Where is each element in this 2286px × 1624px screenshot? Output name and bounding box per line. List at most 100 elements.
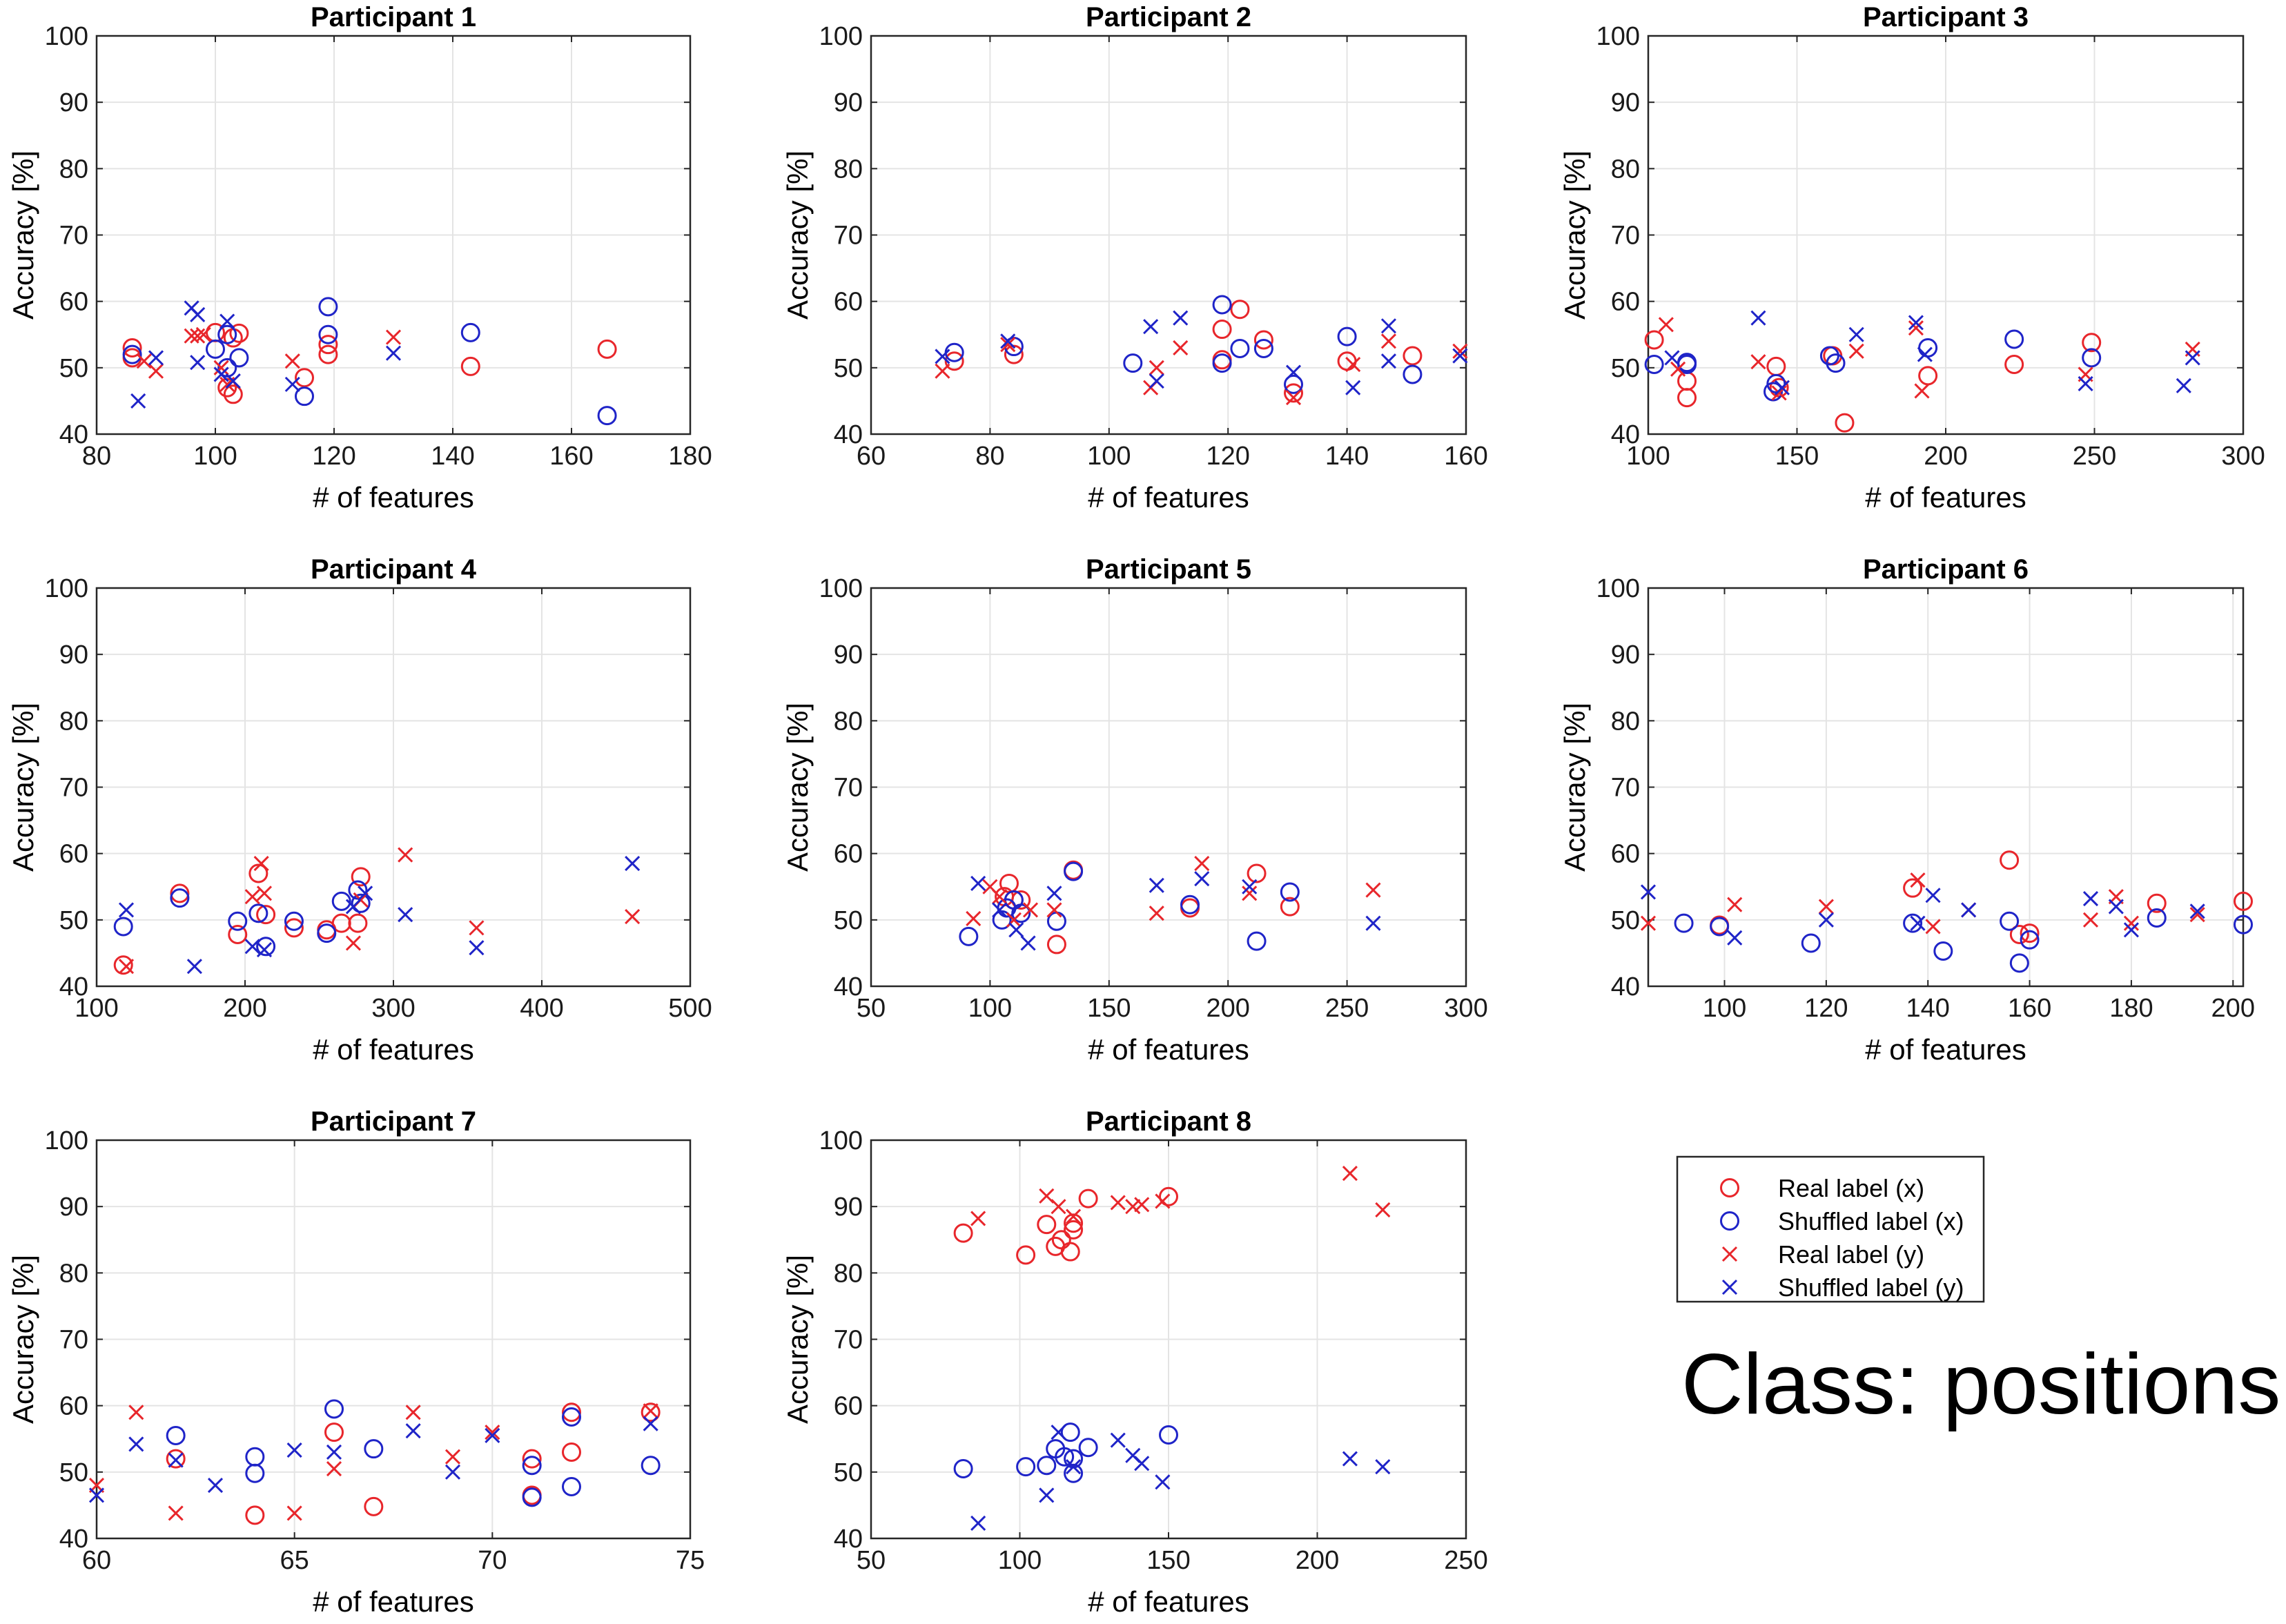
series-shuffled-label-y bbox=[970, 871, 1381, 951]
series-shuffled-label-y bbox=[970, 1425, 1391, 1531]
y-tick-label: 50 bbox=[1611, 354, 1640, 383]
data-point bbox=[1284, 374, 1304, 394]
x-tick-label: 140 bbox=[1325, 442, 1369, 471]
data-point bbox=[113, 955, 133, 975]
y-tick-label: 90 bbox=[59, 88, 88, 117]
data-point bbox=[1253, 330, 1273, 350]
chart-title: Participant 7 bbox=[311, 1106, 476, 1137]
data-point bbox=[1961, 902, 1977, 918]
y-tick-label: 100 bbox=[819, 22, 863, 51]
charts-area: 80 100 120 140 160 180405060708090100Particip… bbox=[7, 2, 2265, 1618]
y-tick-label: 60 bbox=[59, 288, 88, 317]
data-point bbox=[2082, 348, 2102, 368]
data-point bbox=[1060, 1422, 1080, 1442]
data-point bbox=[295, 368, 314, 388]
legend-marker bbox=[1720, 1211, 1739, 1231]
y-axis-label: Accuracy [%] bbox=[7, 703, 39, 872]
series-real-label-y bbox=[136, 326, 402, 392]
y-tick-label: 100 bbox=[45, 1126, 88, 1155]
chart-participant-6: 100 120 140 160 180 200 40 50 60 70 80 90 100 Partici… bbox=[1559, 554, 2255, 1066]
x-tick-label: 180 bbox=[2109, 994, 2153, 1023]
data-point bbox=[1337, 326, 1357, 346]
series-shuffled-label-x bbox=[122, 297, 617, 426]
data-point bbox=[522, 1449, 542, 1469]
y-tick-label: 80 bbox=[834, 155, 863, 184]
data-point bbox=[1011, 903, 1031, 923]
data-point bbox=[166, 1425, 186, 1445]
x-tick-label: 300 bbox=[2221, 442, 2265, 471]
data-point bbox=[1006, 912, 1022, 928]
data-point bbox=[2004, 355, 2024, 375]
data-point bbox=[1908, 315, 1924, 331]
data-point bbox=[1403, 364, 1423, 384]
data-point bbox=[1345, 356, 1361, 373]
data-point bbox=[284, 918, 304, 938]
data-point bbox=[469, 920, 485, 936]
y-tick-label: 100 bbox=[45, 574, 88, 603]
y-tick-label: 80 bbox=[834, 1259, 863, 1288]
y-tick-label: 50 bbox=[59, 906, 88, 935]
data-point bbox=[385, 345, 402, 361]
data-point bbox=[597, 339, 617, 359]
y-tick-label: 60 bbox=[59, 840, 88, 869]
y-tick-label: 80 bbox=[59, 1259, 88, 1288]
data-point bbox=[1000, 337, 1016, 353]
data-point bbox=[2123, 915, 2139, 931]
y-axis-label: Accuracy [%] bbox=[781, 150, 814, 320]
data-point bbox=[1149, 373, 1164, 389]
data-point bbox=[284, 353, 300, 369]
data-point bbox=[348, 913, 368, 933]
data-point bbox=[256, 905, 276, 925]
chart-title: Participant 5 bbox=[1086, 554, 1251, 585]
data-point bbox=[953, 1223, 973, 1243]
data-point bbox=[1123, 353, 1143, 373]
legend-marker bbox=[1721, 1279, 1738, 1295]
data-point bbox=[1039, 1487, 1055, 1503]
series-shuffled-label-x bbox=[944, 295, 1423, 394]
data-point bbox=[148, 363, 164, 379]
data-point bbox=[229, 323, 249, 343]
series-shuffled-label-y bbox=[1640, 884, 2205, 946]
y-tick-label: 60 bbox=[1611, 288, 1640, 317]
y-tick-label: 40 bbox=[1611, 972, 1640, 1001]
data-point bbox=[405, 1423, 421, 1439]
data-point bbox=[1230, 300, 1250, 320]
data-point bbox=[405, 1405, 421, 1420]
series-shuffled-label-y bbox=[88, 1416, 658, 1503]
data-point bbox=[562, 1407, 581, 1427]
chart-participant-3: 100 150 200 250 300 40 50 60 70 80 90 100 Participan… bbox=[1559, 2, 2265, 513]
series-shuffled-label-x bbox=[1674, 908, 2253, 973]
data-point bbox=[562, 1402, 581, 1422]
data-point bbox=[1674, 913, 1694, 933]
data-point bbox=[1710, 917, 1730, 937]
data-point bbox=[1055, 1447, 1075, 1467]
data-point bbox=[1365, 882, 1381, 898]
data-point bbox=[256, 886, 273, 901]
data-point bbox=[136, 353, 152, 369]
data-point bbox=[1452, 343, 1468, 359]
data-point bbox=[2009, 953, 2029, 973]
data-point bbox=[1046, 886, 1062, 901]
data-point bbox=[1016, 1245, 1036, 1265]
data-point bbox=[195, 326, 211, 342]
chart-participant-7: 60 65 70 75 40 50 60 70 80 90 100 Participant 7 # of… bbox=[7, 1106, 705, 1618]
y-axis-label: Accuracy [%] bbox=[7, 150, 39, 320]
data-point bbox=[1403, 346, 1423, 366]
data-point bbox=[206, 339, 225, 359]
data-point bbox=[625, 908, 641, 925]
x-tick-label: 400 bbox=[520, 994, 563, 1023]
data-point bbox=[1933, 941, 1953, 961]
x-axis-label: # of features bbox=[1865, 481, 2026, 513]
y-tick-label: 90 bbox=[1611, 88, 1640, 117]
data-point bbox=[166, 1449, 186, 1469]
data-point bbox=[1110, 1195, 1126, 1211]
data-point bbox=[286, 1442, 302, 1458]
y-tick-label: 90 bbox=[834, 1193, 863, 1222]
y-tick-label: 90 bbox=[59, 640, 88, 669]
data-point bbox=[358, 886, 373, 901]
y-tick-label: 90 bbox=[834, 640, 863, 669]
data-point bbox=[2234, 914, 2253, 935]
y-tick-label: 90 bbox=[59, 1193, 88, 1222]
x-axis-label: # of features bbox=[313, 481, 473, 513]
y-tick-label: 100 bbox=[819, 1126, 863, 1155]
